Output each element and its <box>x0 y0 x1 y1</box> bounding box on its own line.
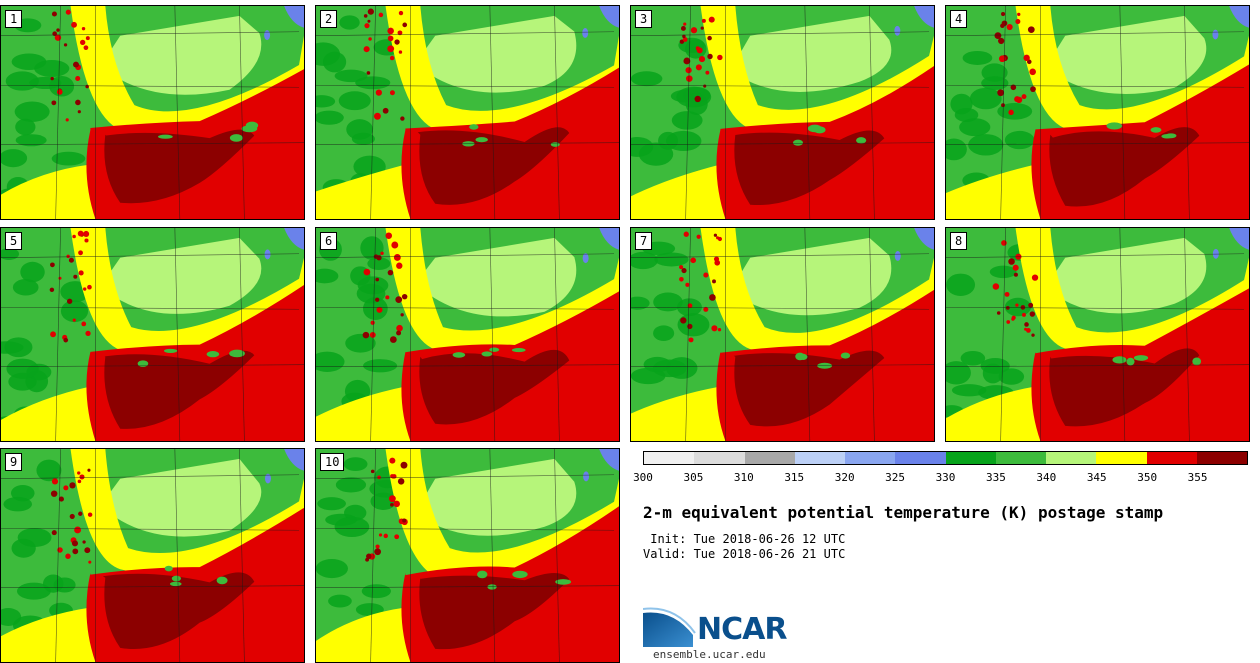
member-label: 10 <box>320 453 345 471</box>
colorbar-segment <box>995 452 1046 464</box>
colorbar-tick-label: 330 <box>935 471 956 484</box>
colorbar-segment <box>845 452 896 464</box>
colorbar-segment <box>1196 452 1247 464</box>
site-url: ensemble.ucar.edu <box>653 648 766 661</box>
colorbar-segment <box>1096 452 1147 464</box>
colorbar-tick-label: 340 <box>1036 471 1057 484</box>
member-panel-1: 1 <box>0 5 305 220</box>
map-6 <box>316 228 619 441</box>
colorbar-tick-label: 335 <box>985 471 1006 484</box>
map-8 <box>946 228 1249 441</box>
colorbar-tick-label: 320 <box>834 471 855 484</box>
map-3 <box>631 6 934 219</box>
colorbar-segment <box>945 452 996 464</box>
colorbar-segment <box>644 452 695 464</box>
member-panel-4: 4 <box>945 5 1250 220</box>
map-1 <box>1 6 304 219</box>
colorbar-segment <box>794 452 845 464</box>
colorbar-tick-label: 310 <box>733 471 754 484</box>
map-5 <box>1 228 304 441</box>
member-panel-2: 2 <box>315 5 620 220</box>
colorbar-segment <box>694 452 745 464</box>
colorbar-segment <box>1146 452 1197 464</box>
logo-text: NCAR <box>697 612 787 647</box>
member-label: 9 <box>5 453 23 471</box>
colorbar-segment <box>895 452 946 464</box>
colorbar-segment <box>1046 452 1097 464</box>
colorbar-tick-label: 325 <box>885 471 906 484</box>
member-label: 3 <box>635 10 653 28</box>
colorbar-tick-label: 355 <box>1187 471 1208 484</box>
member-panel-5: 5 <box>0 227 305 442</box>
init-time: Init: Tue 2018-06-26 12 UTC <box>643 532 846 546</box>
colorbar-tick-label: 350 <box>1137 471 1158 484</box>
colorbar-tick-label: 305 <box>683 471 704 484</box>
colorbar <box>643 451 1248 465</box>
colorbar-labels: 300 305 310 315 320 325 330 335 340 345 350 355 <box>633 471 1248 485</box>
member-label: 7 <box>635 232 653 250</box>
member-panel-10: 10 <box>315 448 620 663</box>
map-4 <box>946 6 1249 219</box>
colorbar-tick-label: 315 <box>784 471 805 484</box>
map-10 <box>316 449 619 662</box>
colorbar-tick-label: 345 <box>1086 471 1107 484</box>
map-2 <box>316 6 619 219</box>
member-label: 8 <box>950 232 968 250</box>
map-9 <box>1 449 304 662</box>
ncar-logo-icon <box>643 607 696 647</box>
valid-time: Valid: Tue 2018-06-26 21 UTC <box>643 547 846 561</box>
member-panel-7: 7 <box>630 227 935 442</box>
member-panel-6: 6 <box>315 227 620 442</box>
member-label: 2 <box>320 10 338 28</box>
map-7 <box>631 228 934 441</box>
page-title: 2-m equivalent potential temperature (K)… <box>643 503 1164 522</box>
colorbar-segment <box>744 452 795 464</box>
colorbar-tick-label: 300 <box>633 471 653 484</box>
member-label: 4 <box>950 10 968 28</box>
member-label: 5 <box>5 232 23 250</box>
member-panel-3: 3 <box>630 5 935 220</box>
member-panel-8: 8 <box>945 227 1250 442</box>
member-panel-9: 9 <box>0 448 305 663</box>
member-label: 1 <box>5 10 23 28</box>
member-label: 6 <box>320 232 338 250</box>
